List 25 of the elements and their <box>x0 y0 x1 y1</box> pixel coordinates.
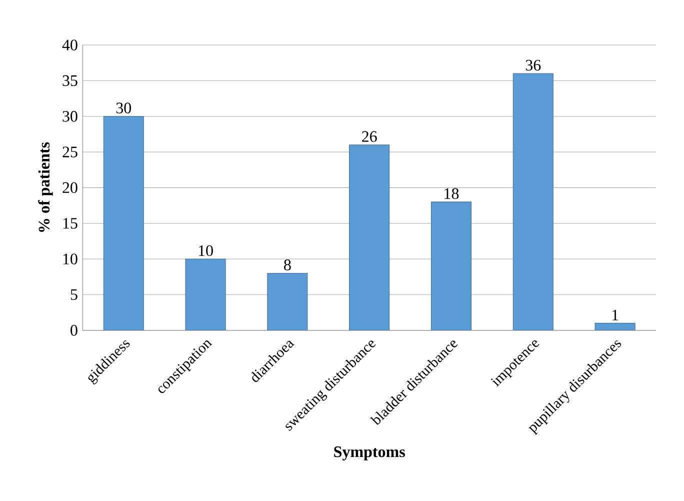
data-label: 8 <box>284 260 291 270</box>
bar <box>267 273 308 330</box>
data-label: 18 <box>444 188 459 199</box>
data-label: 26 <box>362 131 377 142</box>
y-tick-label: 25 <box>62 146 78 158</box>
y-axis-title: % of patients <box>38 142 53 232</box>
bar <box>594 322 636 330</box>
y-tick-label: 0 <box>70 324 78 336</box>
x-axis-title: Symptoms <box>334 446 405 460</box>
y-tick-label: 35 <box>62 75 78 86</box>
y-tick-label: 30 <box>62 110 78 122</box>
data-label: 10 <box>198 245 213 256</box>
y-tick-label: 10 <box>63 254 78 264</box>
y-tick-label: 40 <box>62 40 78 50</box>
bar <box>185 258 226 330</box>
bar <box>349 144 390 330</box>
data-label: 1 <box>612 310 618 320</box>
y-tick-label: 20 <box>62 182 78 194</box>
y-tick-label: 15 <box>63 218 78 229</box>
bar <box>512 73 554 330</box>
y-tick-label: 5 <box>70 289 78 300</box>
bar <box>430 202 472 330</box>
bar <box>103 116 144 330</box>
data-label: 30 <box>116 102 132 114</box>
data-label: 36 <box>526 60 541 71</box>
